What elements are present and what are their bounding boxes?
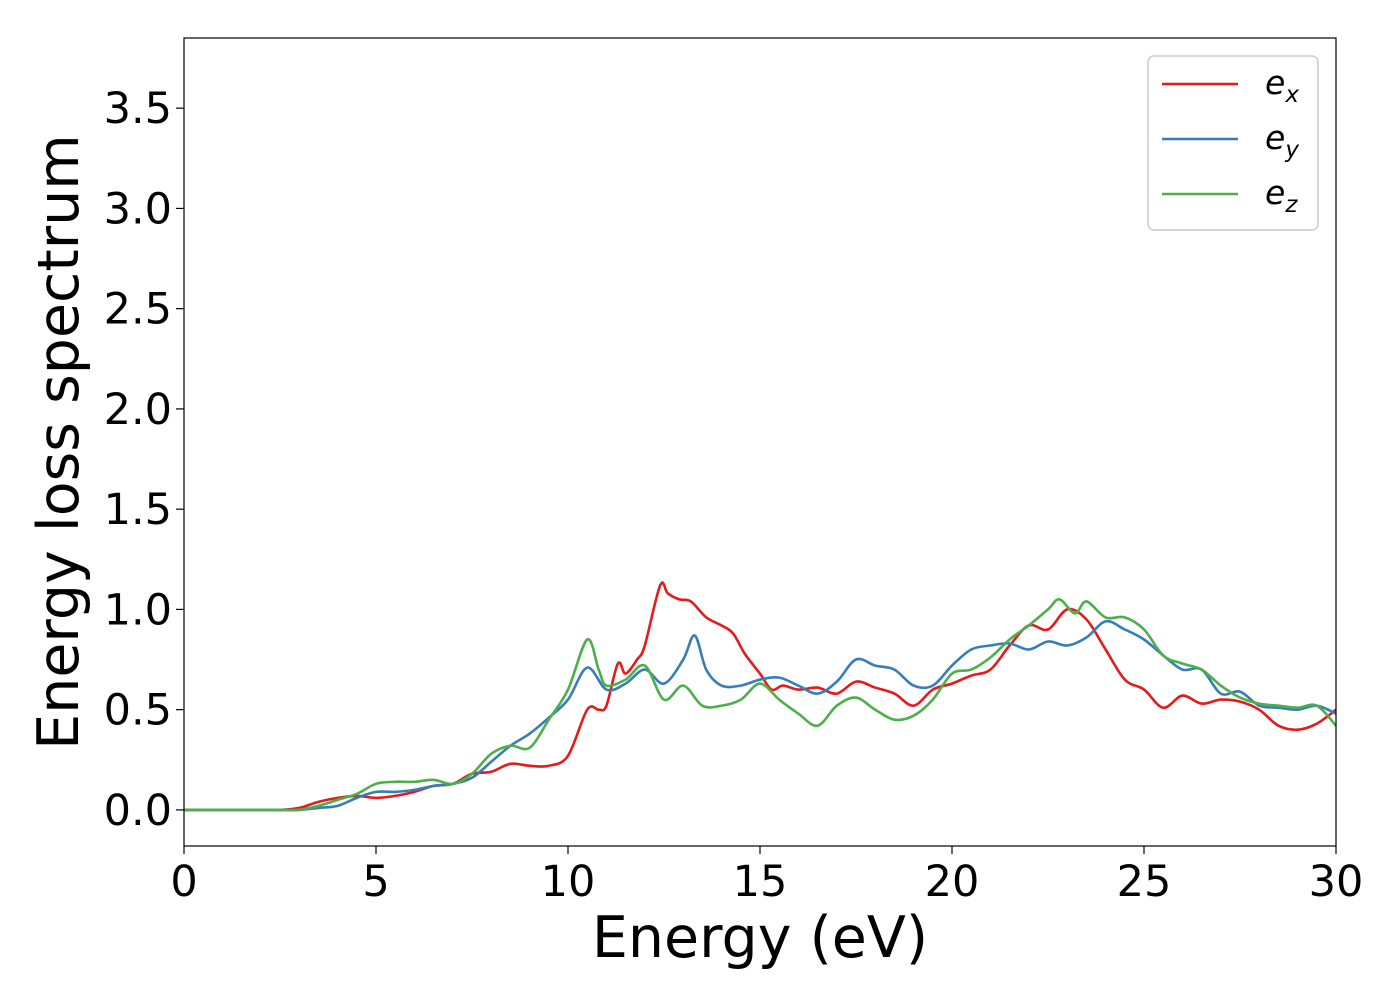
y-tick-label: 1.5: [104, 485, 172, 535]
series-layer: [183, 581, 1337, 812]
y-axis-ticks: 0.0 0.5 1.0 1.5 2.0 2.5 3.0 3.5: [104, 84, 184, 836]
y-tick-label: 1.0: [104, 585, 172, 635]
plot-area: [184, 38, 1336, 846]
y-tick-label: 3.0: [104, 184, 172, 234]
x-tick-label: 30: [1309, 857, 1364, 907]
series-line-e-y: [183, 619, 1337, 812]
y-tick-label: 2.0: [104, 385, 172, 435]
x-tick-label: 25: [1117, 857, 1172, 907]
legend-label-e-y: ey: [1265, 118, 1299, 163]
x-axis-ticks: 0 5 10 15 20 25 30: [170, 846, 1363, 907]
series-line-e-z: [183, 598, 1337, 812]
y-tick-label: 0.5: [104, 686, 172, 736]
legend-label-base: e: [1265, 173, 1285, 212]
x-tick-label: 0: [170, 857, 197, 907]
y-tick-label: 3.5: [104, 84, 172, 134]
legend-label-subscript: y: [1284, 137, 1299, 163]
y-tick-label: 2.5: [104, 285, 172, 335]
legend-label-base: e: [1265, 63, 1285, 102]
y-axis-title: Energy loss spectrum: [26, 134, 92, 750]
legend-label-e-x: ex: [1265, 63, 1299, 108]
x-axis-title: Energy (eV): [592, 905, 928, 971]
legend-label-e-z: ez: [1265, 173, 1298, 218]
x-tick-label: 20: [925, 857, 980, 907]
x-tick-label: 15: [733, 857, 788, 907]
y-tick-label: 0.0: [104, 786, 172, 836]
legend-label-subscript: x: [1284, 82, 1299, 108]
x-tick-label: 10: [541, 857, 596, 907]
legend-label-subscript: z: [1284, 192, 1298, 218]
x-tick-label: 5: [362, 857, 389, 907]
legend-label-base: e: [1265, 118, 1285, 157]
legend-box: [1147, 55, 1319, 231]
